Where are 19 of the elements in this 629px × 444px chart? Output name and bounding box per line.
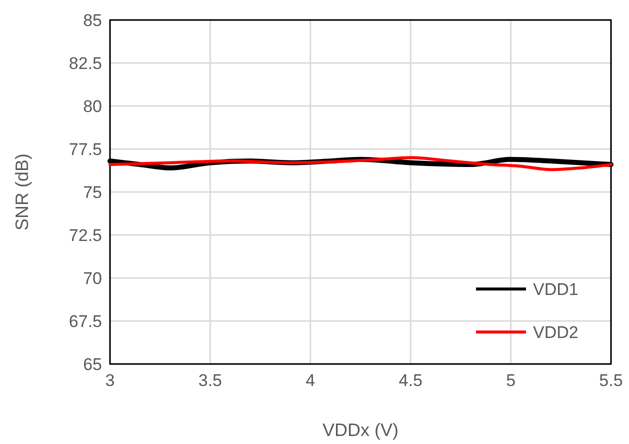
y-tick-label: 72.5: [68, 226, 102, 245]
legend-label: VDD2: [533, 323, 578, 342]
y-tick-label: 67.5: [68, 312, 102, 331]
x-tick-label: 3.5: [198, 371, 222, 390]
y-axis-title: SNR (dB): [12, 153, 32, 231]
y-tick-label: 82.5: [68, 54, 102, 73]
y-tick-label: 65: [83, 355, 102, 374]
x-tick-label: 5.5: [599, 371, 623, 390]
x-tick-label: 4.5: [398, 371, 422, 390]
x-tick-label: 5: [506, 371, 516, 390]
y-tick-label: 70: [83, 269, 102, 288]
x-tick-label: 3: [105, 371, 115, 390]
x-tick-label: 4: [306, 371, 316, 390]
legend-label: VDD1: [533, 280, 578, 299]
x-axis-title: VDDx (V): [322, 420, 398, 440]
y-tick-label: 85: [83, 11, 102, 30]
y-tick-label: 77.5: [68, 140, 102, 159]
y-tick-label: 80: [83, 97, 102, 116]
y-tick-label: 75: [83, 183, 102, 202]
